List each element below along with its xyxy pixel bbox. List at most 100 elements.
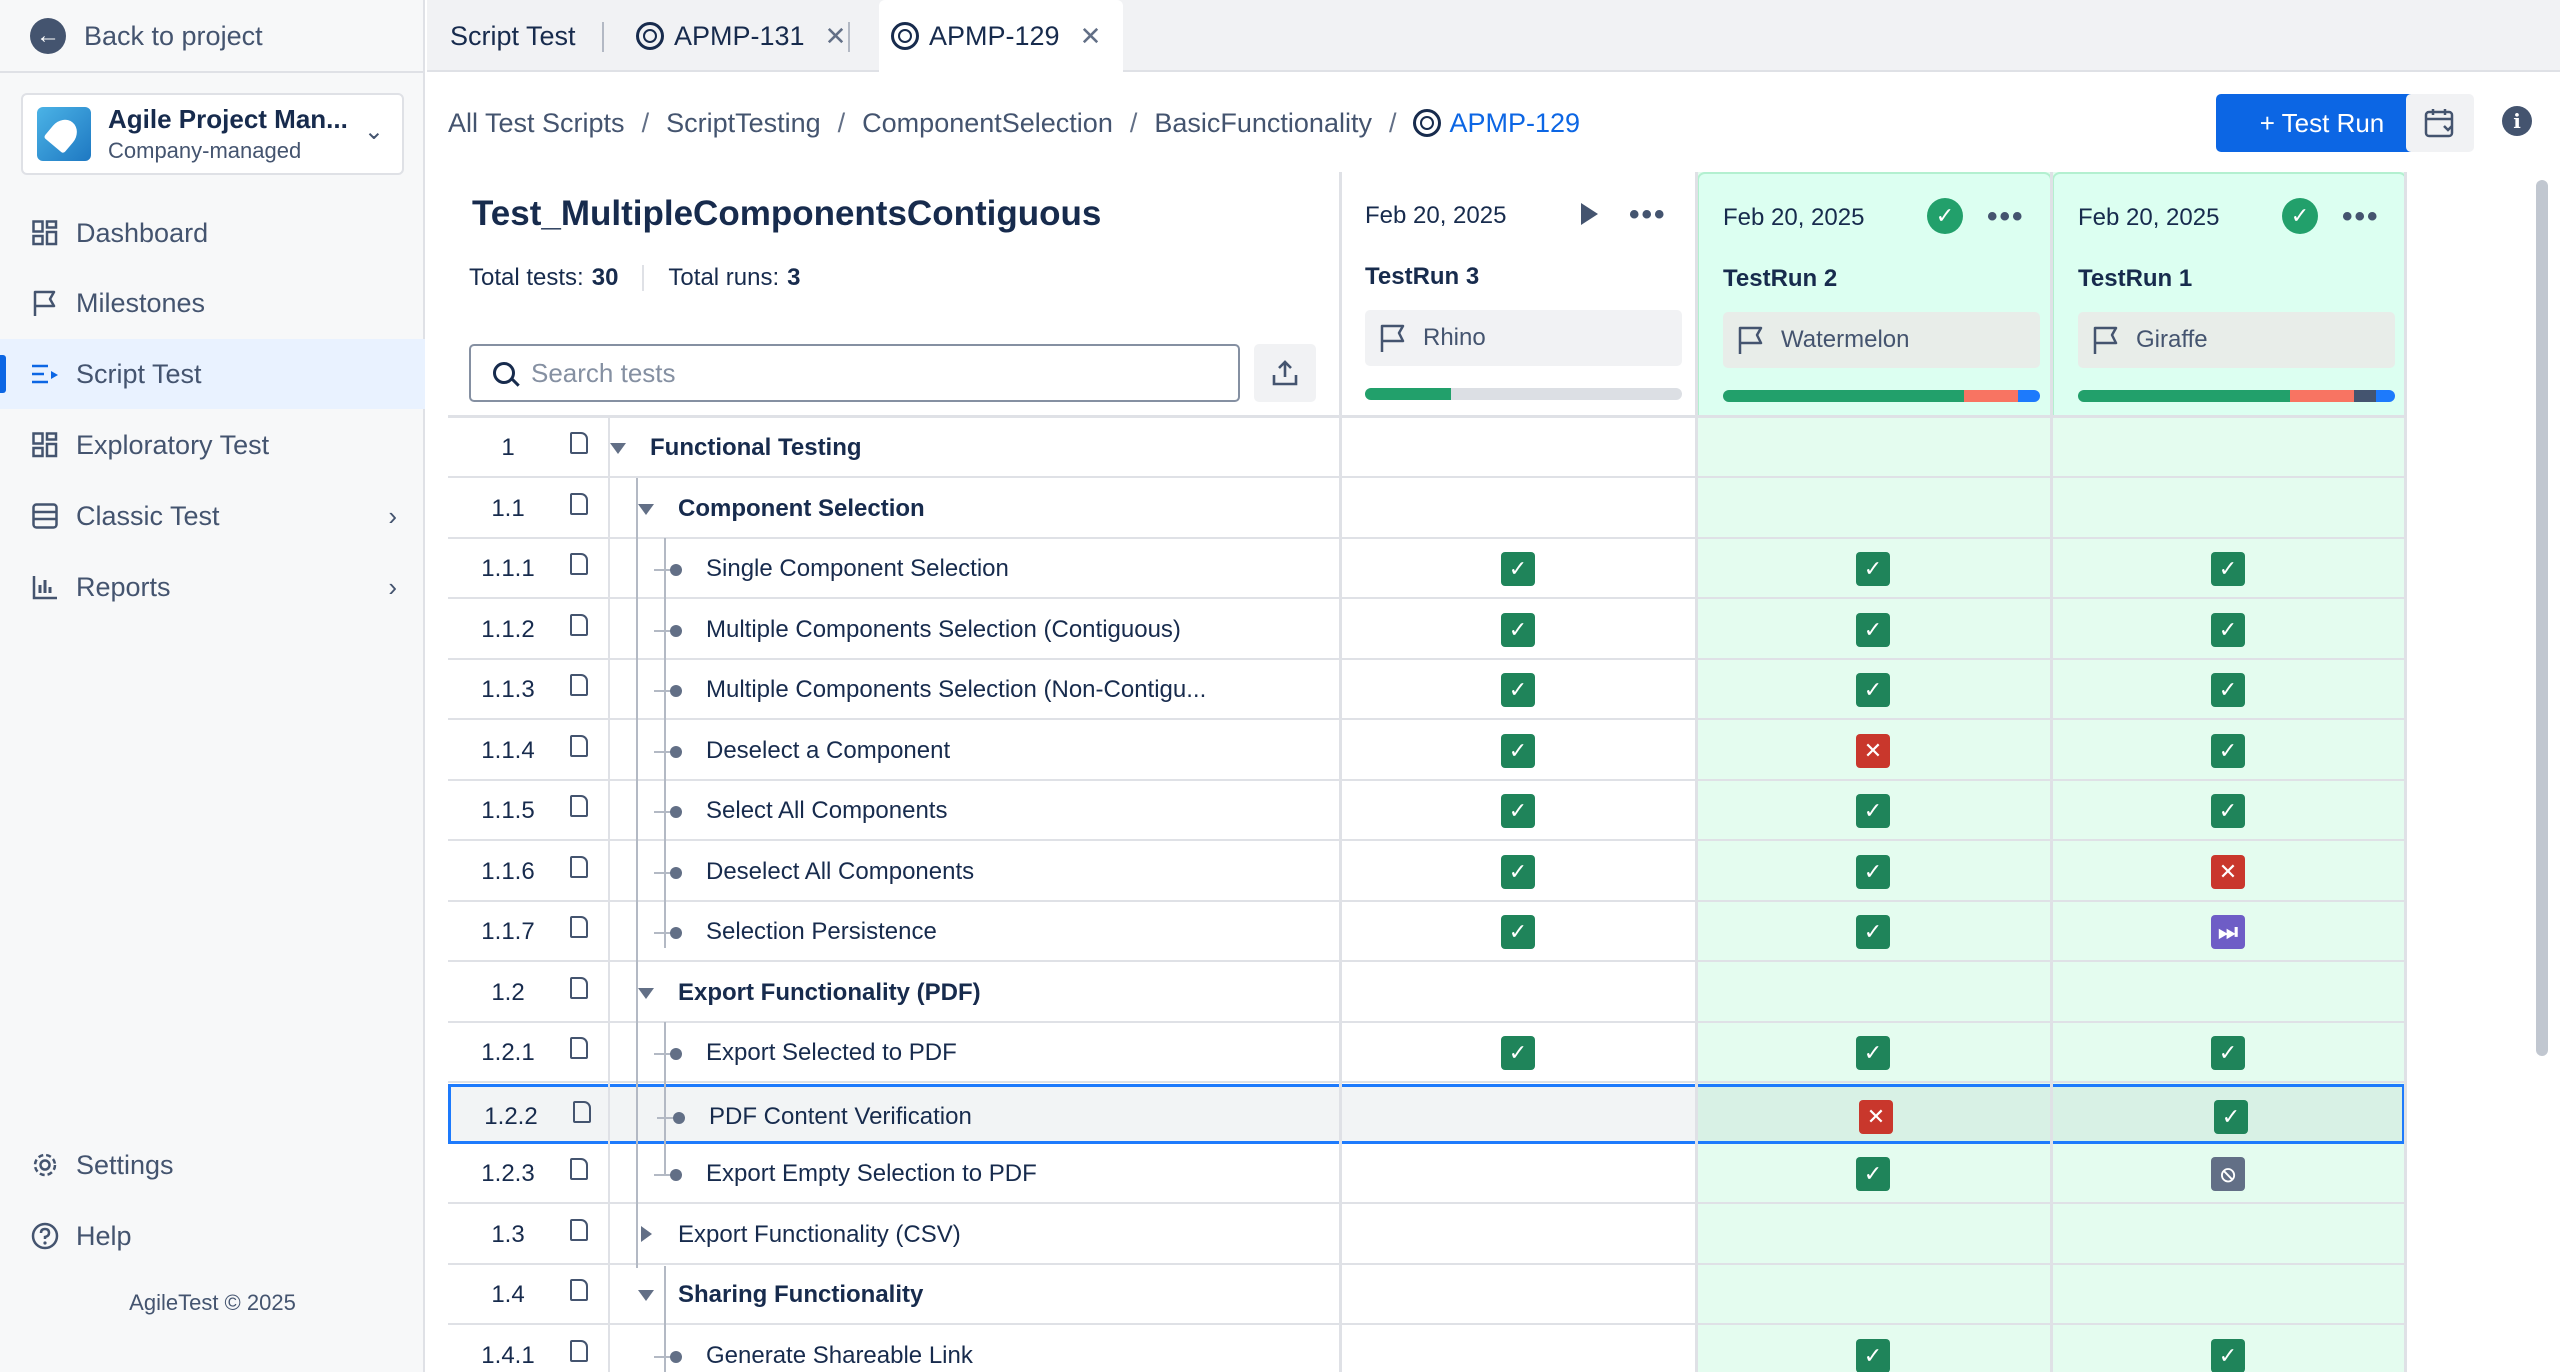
document-icon[interactable] [570,674,588,696]
status-pass-icon[interactable]: ✓ [2211,1036,2245,1070]
status-pass-icon[interactable]: ✓ [1501,552,1535,586]
document-icon[interactable] [570,795,588,817]
status-fail-icon[interactable]: ✕ [1856,733,1890,768]
table-row[interactable]: 1.4.1 Generate Shareable Link ✓ ✓ [448,1326,2405,1372]
breadcrumb-item[interactable]: All Test Scripts [448,107,625,138]
test-title[interactable]: Export Empty Selection to PDF [706,1160,1037,1187]
status-pass-icon[interactable]: ✓ [1501,733,1535,768]
table-row[interactable]: 1 Functional Testing [448,418,2405,478]
more-icon[interactable]: ••• [2342,200,2380,233]
status-pass-icon[interactable]: ✓ [1856,673,1890,707]
document-icon[interactable] [570,855,588,878]
sidebar-item-milestones[interactable]: Milestones [0,268,425,338]
test-title[interactable]: Export Selected to PDF [706,1039,957,1066]
table-row[interactable]: 1.1.4 Deselect a Component ✓ ✕ ✓ [448,721,2405,781]
back-to-project-link[interactable]: ← Back to project [30,17,263,55]
status-pass-icon[interactable]: ✓ [1856,1338,1890,1372]
document-icon[interactable] [570,1279,588,1301]
caret-right-icon[interactable] [641,1225,652,1242]
table-row[interactable]: 1.1.6 Deselect All Components ✓ ✓ ✕ [448,842,2405,902]
run-environment[interactable]: Giraffe [2078,312,2395,368]
run-environment[interactable]: Rhino [1365,310,1682,366]
table-row[interactable]: 1.2.3 Export Empty Selection to PDF ✓ ⦸ [448,1144,2405,1204]
document-icon[interactable] [570,1158,588,1180]
status-pass-icon[interactable]: ✓ [2211,552,2245,586]
more-icon[interactable]: ••• [1987,200,2025,233]
tab-apmp-129[interactable]: APMP-129 ✕ [879,0,1124,72]
test-title[interactable]: Sharing Functionality [678,1281,924,1308]
test-title[interactable]: Export Functionality (PDF) [678,978,981,1006]
status-pass-icon[interactable]: ✓ [1501,794,1535,828]
caret-down-icon[interactable] [638,987,654,999]
test-title[interactable]: Single Component Selection [706,555,1009,582]
status-pass-icon[interactable]: ✓ [1501,1036,1535,1070]
status-pass-icon[interactable]: ✓ [2211,794,2245,828]
table-row[interactable]: 1.1.3 Multiple Components Selection (Non-… [448,660,2405,720]
status-pass-icon[interactable]: ✓ [2211,673,2245,707]
document-icon[interactable] [570,1037,588,1059]
status-pass-icon[interactable]: ✓ [1856,612,1890,647]
table-row[interactable]: 1.2 Export Functionality (PDF) [448,963,2405,1023]
document-icon[interactable] [570,916,588,938]
scrollbar[interactable] [2536,180,2548,1056]
document-icon[interactable] [570,492,588,515]
document-icon[interactable] [570,1218,588,1241]
document-icon[interactable] [570,1339,588,1362]
test-title[interactable]: Selection Persistence [706,918,937,945]
search-input[interactable] [531,357,1231,389]
close-icon[interactable]: ✕ [824,20,847,51]
status-fail-icon[interactable]: ✕ [2211,854,2245,889]
breadcrumb-item[interactable]: BasicFunctionality [1154,107,1372,138]
test-title[interactable]: Multiple Components Selection (Non-Conti… [706,676,1207,703]
caret-down-icon[interactable] [638,503,654,515]
project-switcher[interactable]: Agile Project Man... Company-managed ⌄ [21,93,404,175]
more-icon[interactable]: ••• [1629,198,1667,231]
breadcrumb-item[interactable]: ScriptTesting [666,107,821,138]
test-run-button[interactable]: + Test Run [2216,94,2428,152]
sidebar-item-help[interactable]: Help [0,1201,425,1271]
status-pass-icon[interactable]: ✓ [1856,1157,1890,1191]
caret-down-icon[interactable] [638,1290,654,1301]
schedule-button[interactable] [2406,94,2474,152]
table-row[interactable]: 1.3 Export Functionality (CSV) [448,1205,2405,1265]
status-pass-icon[interactable]: ✓ [2214,1099,2248,1134]
play-icon[interactable] [1581,203,1598,225]
close-icon[interactable]: ✕ [1079,20,1102,51]
table-row[interactable]: 1.1.5 Select All Components ✓ ✓ ✓ [448,781,2405,841]
test-title[interactable]: Functional Testing [650,434,862,461]
document-icon[interactable] [570,976,588,999]
sidebar-item-settings[interactable]: Settings [0,1130,425,1200]
status-pass-icon[interactable]: ✓ [1501,915,1535,949]
tab-script-test[interactable]: Script Test [450,0,576,72]
status-pass-icon[interactable]: ✓ [2211,612,2245,647]
table-row[interactable]: 1.2.1 Export Selected to PDF ✓ ✓ ✓ [448,1023,2405,1083]
status-pass-icon[interactable]: ✓ [2211,1338,2245,1372]
status-pass-icon[interactable]: ✓ [1501,854,1535,889]
document-icon[interactable] [570,432,588,454]
status-block-icon[interactable]: ⦸ [2211,1157,2245,1191]
table-row[interactable]: 1.1 Component Selection [448,479,2405,539]
status-pass-icon[interactable]: ✓ [1856,915,1890,949]
tab-apmp-131[interactable]: APMP-131 ✕ [636,0,846,72]
sidebar-item-exploratory-test[interactable]: Exploratory Test [0,410,425,480]
status-fail-icon[interactable]: ✕ [1859,1099,1893,1134]
status-pass-icon[interactable]: ✓ [2211,733,2245,768]
status-skip-icon[interactable]: ⏭ [2211,915,2245,949]
test-title[interactable]: Multiple Components Selection (Contiguou… [706,615,1181,643]
test-title[interactable]: Export Functionality (CSV) [678,1220,961,1248]
sidebar-item-dashboard[interactable]: Dashboard [0,198,425,268]
test-title[interactable]: Select All Components [706,797,948,824]
table-row[interactable]: 1.1.7 Selection Persistence ✓ ✓ ⏭ [448,902,2405,962]
status-pass-icon[interactable]: ✓ [1501,673,1535,707]
sidebar-item-reports[interactable]: Reports › [0,552,425,622]
status-pass-icon[interactable]: ✓ [1501,612,1535,647]
test-title[interactable]: Deselect a Component [706,736,951,764]
document-icon[interactable] [570,613,588,636]
test-title[interactable]: Generate Shareable Link [706,1341,973,1369]
sidebar-item-classic-test[interactable]: Classic Test › [0,481,425,551]
status-pass-icon[interactable]: ✓ [1856,1036,1890,1070]
breadcrumb-item[interactable]: ComponentSelection [862,107,1113,138]
document-icon[interactable] [573,1100,591,1123]
test-title[interactable]: Deselect All Components [706,857,975,885]
status-pass-icon[interactable]: ✓ [1856,552,1890,586]
